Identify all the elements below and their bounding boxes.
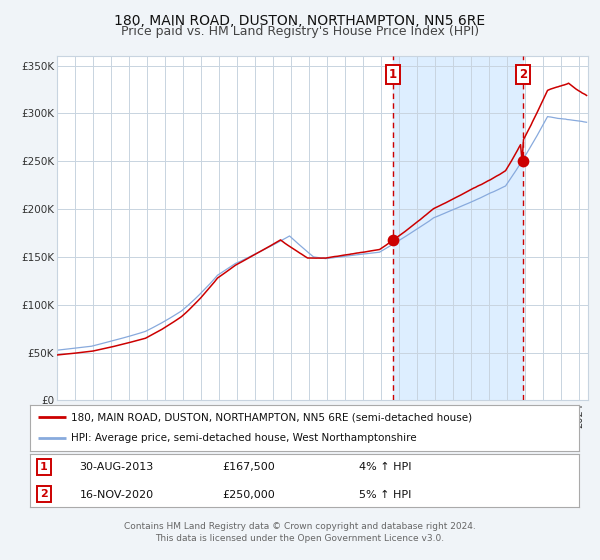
Point xyxy=(518,157,527,166)
Bar xyxy=(393,56,523,400)
Text: 16-NOV-2020: 16-NOV-2020 xyxy=(79,489,154,500)
Text: HPI: Average price, semi-detached house, West Northamptonshire: HPI: Average price, semi-detached house,… xyxy=(71,433,417,444)
Text: 180, MAIN ROAD, DUSTON, NORTHAMPTON, NN5 6RE: 180, MAIN ROAD, DUSTON, NORTHAMPTON, NN5… xyxy=(115,14,485,28)
Text: £250,000: £250,000 xyxy=(222,489,275,500)
Text: 1: 1 xyxy=(389,68,397,81)
Point xyxy=(388,236,398,245)
Text: Price paid vs. HM Land Registry's House Price Index (HPI): Price paid vs. HM Land Registry's House … xyxy=(121,25,479,38)
Text: 5% ↑ HPI: 5% ↑ HPI xyxy=(359,489,412,500)
Text: 180, MAIN ROAD, DUSTON, NORTHAMPTON, NN5 6RE (semi-detached house): 180, MAIN ROAD, DUSTON, NORTHAMPTON, NN5… xyxy=(71,413,472,423)
Text: 4% ↑ HPI: 4% ↑ HPI xyxy=(359,463,412,473)
Text: 1: 1 xyxy=(40,462,47,472)
Text: 2: 2 xyxy=(519,68,527,81)
Text: Contains HM Land Registry data © Crown copyright and database right 2024.
This d: Contains HM Land Registry data © Crown c… xyxy=(124,522,476,543)
Text: £167,500: £167,500 xyxy=(222,463,275,473)
Text: 30-AUG-2013: 30-AUG-2013 xyxy=(79,463,154,473)
Text: 2: 2 xyxy=(40,489,47,499)
